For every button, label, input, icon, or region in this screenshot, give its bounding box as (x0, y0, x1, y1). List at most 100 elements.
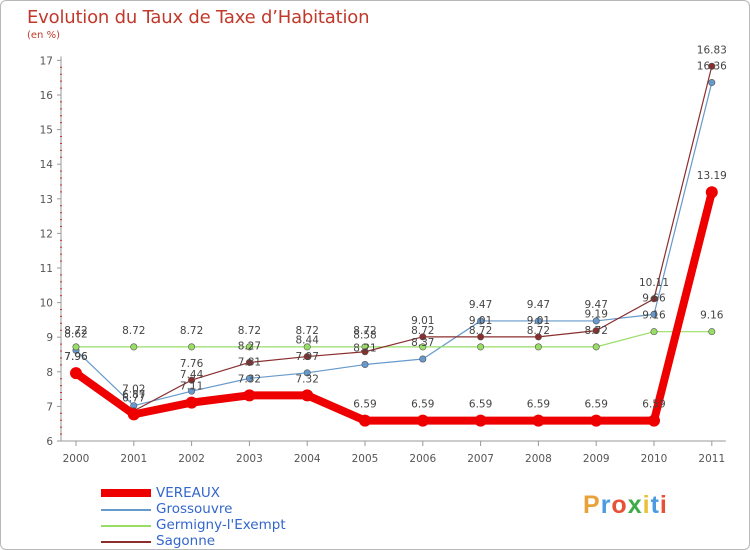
x-tick-label: 2002 (178, 453, 205, 465)
logo-letter: t (650, 491, 660, 519)
data-point (130, 343, 138, 351)
legend-swatch-germigny (101, 525, 151, 527)
data-label: 9.47 (527, 299, 550, 311)
axes: 6 7 8 9 10 11 12 13 14 15 16 17 2000 2001 2002 2003 2004… (40, 55, 726, 465)
data-point (245, 358, 253, 366)
data-labels-germigny-l-exempt: 8.72 8.72 8.72 8.72 8.72 8.72 8.72 8.72 8.72 8.72… (64, 310, 723, 337)
data-label: 8.72 (238, 325, 261, 337)
legend-label-germigny: Germigny-l'Exempt (156, 517, 286, 533)
data-label: 7.81 (238, 356, 261, 368)
data-point (477, 333, 485, 341)
data-label: 8.72 (411, 325, 434, 337)
data-point (592, 317, 600, 325)
data-point (188, 387, 196, 395)
data-point (301, 389, 314, 402)
data-label: 9.47 (469, 299, 492, 311)
data-point (416, 414, 429, 427)
data-label: 8.72 (180, 325, 203, 337)
logo-letter: i (642, 491, 651, 519)
data-point (70, 367, 82, 380)
data-label: 9.01 (469, 315, 492, 327)
x-tick-label: 2004 (294, 453, 321, 465)
legend-swatch-vereaux (101, 489, 151, 497)
x-tick-label: 2011 (698, 453, 725, 465)
data-label: 9.01 (411, 315, 434, 327)
data-label: 7.96 (64, 351, 88, 363)
logo-letter: x (627, 491, 643, 519)
data-point (359, 414, 371, 427)
data-point (419, 343, 427, 351)
series-line (72, 188, 716, 425)
y-tick-label: 8 (46, 367, 53, 379)
data-label: 8.72 (122, 325, 145, 337)
x-tick-label: 2000 (63, 453, 90, 465)
data-point (72, 343, 80, 351)
data-labels-sagonne: 7.96 6.87 7.76 8.27 8.44 8.58 9.01 9.01 9.01 9.19… (64, 44, 727, 401)
data-point (127, 408, 140, 421)
data-label: 7.11 (180, 381, 203, 393)
y-tick-label: 16 (40, 90, 54, 102)
data-point (303, 353, 311, 361)
series-vereaux (70, 186, 718, 427)
data-label: 6.59 (353, 399, 376, 411)
data-labels-grossouvre: 8.62 7.02 7.44 7.81 7.97 8.21 8.37 9.47 9.47 9.47… (64, 61, 727, 396)
data-label: 6.59 (411, 399, 434, 411)
data-label: 8.72 (296, 325, 319, 337)
data-point (534, 343, 542, 351)
data-point (648, 414, 660, 427)
x-tick-label: 2001 (120, 453, 147, 465)
series-germigny-l-exempt (72, 328, 716, 351)
series-line (75, 65, 713, 412)
line-chart: 6 7 8 9 10 11 12 13 14 15 16 17 2000 2001 2002 2003 2004… (40, 44, 728, 465)
data-point (532, 414, 545, 427)
y-tick-label: 17 (40, 55, 53, 67)
data-label: 6.59 (527, 399, 550, 411)
x-tick-label: 2006 (409, 453, 436, 465)
data-point (477, 317, 485, 325)
data-label: 8.72 (585, 325, 608, 337)
data-point (245, 374, 253, 382)
data-label: 8.44 (296, 335, 320, 347)
data-point (245, 343, 253, 351)
series-grossouvre (72, 79, 716, 410)
data-point (361, 348, 369, 356)
data-label: 8.27 (238, 340, 261, 352)
data-label: 9.01 (527, 315, 550, 327)
data-label: 7.32 (296, 373, 319, 385)
data-label: 6.87 (122, 389, 145, 401)
legend-label-sagonne: Sagonne (156, 533, 216, 549)
data-point (185, 396, 198, 409)
data-label: 9.16 (642, 310, 666, 322)
data-label: 6.77 (122, 392, 145, 404)
y-tick-label: 6 (46, 436, 53, 448)
x-tick-label: 2003 (236, 453, 263, 465)
data-point (303, 369, 311, 377)
chart-title: Evolution du Taux de Taxe d’Habitation (27, 7, 370, 28)
data-point (243, 389, 256, 402)
data-label: 6.59 (469, 399, 492, 411)
data-label: 6.59 (642, 399, 665, 411)
logo-letter: i (659, 491, 668, 519)
data-point (419, 355, 427, 363)
data-label: 8.72 (353, 325, 376, 337)
y-tick-label: 7 (46, 401, 53, 413)
data-point (708, 79, 716, 87)
legend-label-grossouvre: Grossouvre (156, 501, 233, 517)
data-label: 7.02 (122, 384, 145, 396)
series-line (75, 81, 713, 407)
data-labels-vereaux: 7.96 6.77 7.11 7.32 7.32 6.59 6.59 6.59 6.59 6.59… (64, 170, 727, 410)
data-point (708, 62, 716, 70)
data-point (477, 343, 485, 351)
logo-letter: o (611, 491, 628, 519)
data-point (650, 295, 658, 303)
logo-letter: r (600, 491, 612, 519)
data-label: 7.97 (296, 351, 319, 363)
data-point (534, 317, 542, 325)
x-tick-label: 2007 (467, 453, 494, 465)
data-point (708, 328, 716, 336)
y-tick-label: 10 (40, 298, 53, 310)
x-tick-label: 2009 (583, 453, 610, 465)
legend-swatch-sagonne (101, 541, 151, 543)
proxiti-logo: Proxiti (583, 491, 668, 520)
